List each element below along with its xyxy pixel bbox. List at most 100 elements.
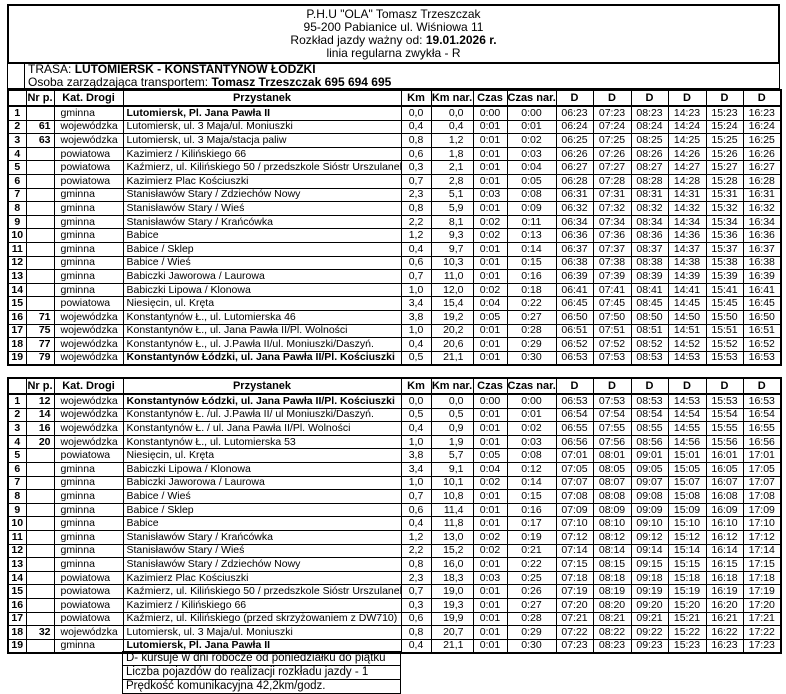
- departure-time-cell: 15:09: [667, 502, 707, 518]
- table-row: 14 gminna Babiczki Lipowa / Klonowa 1,0 12,0…: [7, 282, 782, 298]
- table-body: 1 gminna Lutomiersk, Pl. Jana Pawła II 0,0 0…: [7, 105, 782, 366]
- road-category-cell: gminna: [53, 187, 124, 203]
- departure-time-cell: 15:39: [705, 269, 744, 284]
- table-header: Nr p. Kat. Drogi Przystanek Km Km nar. Czas Cz…: [7, 89, 782, 107]
- road-category-cell: gminna: [53, 214, 124, 230]
- table-row: 7 gminna Babiczki Jaworowa / Laurowa 1,0 10,…: [7, 475, 782, 491]
- departure-time-cell: 16:52: [742, 337, 782, 352]
- departure-time-cell: 16:23: [705, 638, 744, 654]
- travel-time-cumulative-cell: 0:28: [506, 323, 557, 339]
- column-header-km: Km: [400, 377, 432, 395]
- departure-time-cell: 17:14: [742, 543, 782, 559]
- departure-time-cell: 14:32: [667, 201, 707, 216]
- travel-time-cell: 0:02: [472, 543, 508, 559]
- stop-name-cell: Konstantynów Ł. /ul. J.Pawła II/ ul Moni…: [122, 407, 402, 423]
- departure-time-cell: 07:55: [592, 421, 632, 436]
- row-number-cell: 6: [7, 173, 27, 189]
- travel-time-cell: 0:01: [472, 489, 508, 504]
- road-category-cell: powiatowa: [53, 597, 124, 613]
- stop-name-cell: Babice / Sklep: [122, 241, 402, 257]
- stop-name-cell: Stanisławów Stary / Krańcówka: [122, 214, 402, 230]
- travel-time-cell: 0:01: [472, 421, 508, 436]
- footer-note-days: D- kursuje w dni robocze od poniedziałku…: [122, 651, 401, 666]
- travel-time-cell: 0:01: [472, 255, 508, 271]
- departure-time-cell: 14:39: [667, 269, 707, 284]
- stop-name-cell: Stanisławów Stary / Krańcówka: [122, 529, 402, 545]
- row-number-cell: 6: [7, 461, 27, 477]
- km-cumulative-cell: 20,7: [430, 625, 474, 640]
- km-cell: 3,8: [400, 448, 432, 463]
- km-cumulative-cell: 20,2: [430, 323, 474, 339]
- departure-time-cell: 16:32: [742, 201, 782, 216]
- stop-name-cell: Babiczki Lipowa / Klonowa: [122, 461, 402, 477]
- column-header-d4: D: [667, 377, 707, 395]
- row-number-cell: 10: [7, 516, 27, 531]
- stop-name-cell: Kazimierz Plac Kościuszki: [122, 173, 402, 189]
- stop-name-cell: Lutomiersk, ul. 3 Maja/ul. Moniuszki: [122, 625, 402, 640]
- road-number-cell: [25, 489, 55, 504]
- table-row: 19 gminna Lutomiersk, Pl. Jana Pawła II 0,4…: [7, 638, 782, 654]
- departure-time-cell: 07:52: [592, 337, 632, 352]
- table-row: 1 gminna Lutomiersk, Pl. Jana Pawła II 0,0 0…: [7, 105, 782, 121]
- departure-time-cell: 15:53: [705, 350, 744, 366]
- road-number-cell: [25, 241, 55, 257]
- line-type: linia regularna zwykła - R: [326, 46, 461, 60]
- departure-time-cell: 15:12: [667, 529, 707, 545]
- row-number-cell: 12: [7, 543, 27, 559]
- travel-time-cell: 0:03: [472, 570, 508, 586]
- departure-time-cell: 07:34: [592, 214, 632, 230]
- column-header-nr-p: Nr p.: [25, 377, 55, 395]
- departure-time-cell: 16:01: [705, 448, 744, 463]
- departure-time-cell: 15:24: [705, 119, 744, 135]
- travel-time-cell: 0:01: [472, 516, 508, 531]
- column-header-d6: D: [742, 89, 782, 107]
- travel-time-cell: 0:01: [472, 133, 508, 148]
- departure-time-cell: 15:32: [705, 201, 744, 216]
- row-number-cell: 3: [7, 421, 27, 436]
- travel-time-cumulative-cell: 0:26: [506, 584, 557, 599]
- table-row: 11 gminna Babice / Sklep 0,4 9,7 0:01 0:14 06:3…: [7, 241, 782, 257]
- road-category-cell: wojewódzka: [53, 119, 124, 135]
- travel-time-cell: 0:01: [472, 241, 508, 257]
- road-number-cell: [25, 529, 55, 545]
- table-row: 17 75 wojewódzka Konstantynów Ł., ul. Jana …: [7, 323, 782, 339]
- km-cumulative-cell: 2,8: [430, 173, 474, 189]
- departure-time-cell: 15:53: [705, 393, 744, 409]
- road-number-cell: [25, 475, 55, 491]
- table-row: 6 powiatowa Kazimierz Plac Kościuszki 0,7 2,…: [7, 173, 782, 189]
- column-header-km-nar: Km nar.: [430, 377, 474, 395]
- road-number-cell: [25, 502, 55, 518]
- route-stub-cell: [7, 62, 25, 89]
- table-row: 13 gminna Babiczki Jaworowa / Laurowa 0,7 11…: [7, 269, 782, 284]
- departure-time-cell: 16:28: [742, 173, 782, 189]
- travel-time-cumulative-cell: 0:08: [506, 187, 557, 203]
- row-number-cell: 16: [7, 309, 27, 325]
- km-cell: 1,0: [400, 475, 432, 491]
- departure-time-cell: 15:25: [705, 133, 744, 148]
- departure-time-cell: 07:14: [555, 543, 594, 559]
- row-number-cell: 7: [7, 187, 27, 203]
- km-cumulative-cell: 20,6: [430, 337, 474, 352]
- departure-time-cell: 06:32: [555, 201, 594, 216]
- departure-time-cell: 16:38: [742, 255, 782, 271]
- table-row: 3 63 wojewódzka Lutomiersk, ul. 3 Maja/stac…: [7, 133, 782, 148]
- column-header-czas: Czas: [472, 89, 508, 107]
- road-category-cell: wojewódzka: [53, 323, 124, 339]
- departure-time-cell: 14:38: [667, 255, 707, 271]
- departure-time-cell: 06:38: [555, 255, 594, 271]
- km-cumulative-cell: 18,3: [430, 570, 474, 586]
- stop-name-cell: Lutomiersk, ul. 3 Maja/stacja paliw: [122, 133, 402, 148]
- departure-time-cell: 07:15: [555, 557, 594, 572]
- km-cumulative-cell: 5,7: [430, 448, 474, 463]
- departure-time-cell: 17:22: [742, 625, 782, 640]
- departure-time-cell: 16:19: [705, 584, 744, 599]
- footer-note-vehicles: Liczba pojazdów do realizacji rozkładu j…: [122, 666, 401, 680]
- departure-time-cell: 14:31: [667, 187, 707, 203]
- stop-name-cell: Babice / Wieś: [122, 489, 402, 504]
- row-number-cell: 2: [7, 407, 27, 423]
- travel-time-cumulative-cell: 0:01: [506, 119, 557, 135]
- column-header-nr-p: Nr p.: [25, 89, 55, 107]
- road-category-cell: gminna: [53, 502, 124, 518]
- departure-time-cell: 08:36: [630, 228, 669, 243]
- row-number-cell: 10: [7, 228, 27, 243]
